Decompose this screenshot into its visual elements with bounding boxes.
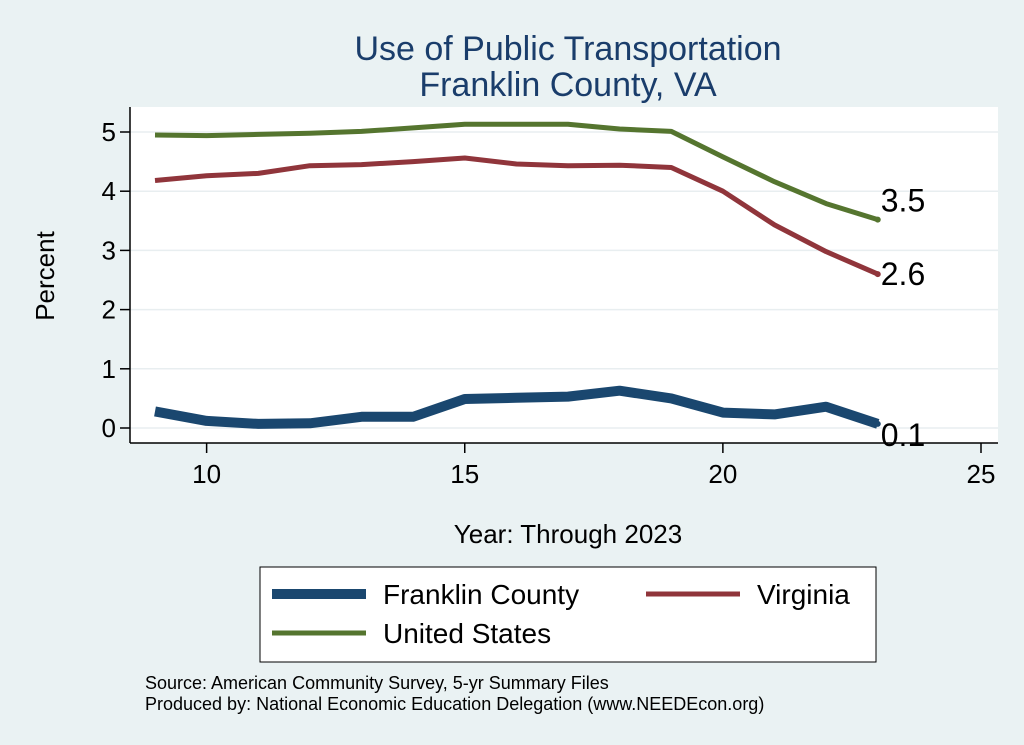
series-line-franklin-county [154, 385, 880, 429]
end-marker-virginia [874, 271, 881, 278]
plot-area [130, 107, 998, 443]
y-tick-label: 5 [102, 117, 116, 147]
y-tick-label: 4 [102, 176, 116, 206]
legend-label-franklin-county: Franklin County [383, 579, 579, 610]
x-tick-label: 20 [708, 459, 737, 489]
legend-label-virginia: Virginia [757, 579, 850, 610]
chart-title: Use of Public Transportation [354, 30, 781, 68]
producer-note: Produced by: National Economic Education… [145, 694, 764, 714]
y-tick-label: 0 [102, 413, 116, 443]
source-note: Source: American Community Survey, 5-yr … [145, 673, 609, 693]
axes: 0 1 2 3 4 5 10 15 20 25 [102, 107, 998, 489]
x-tick-label: 15 [450, 459, 479, 489]
series-lines [154, 121, 880, 429]
legend-box [259, 566, 877, 663]
y-axis-label: Percent [30, 230, 60, 320]
legend-label-united-states: United States [383, 618, 551, 649]
series-line-united-states [154, 121, 879, 222]
end-label-united-states: 3.5 [881, 183, 925, 219]
end-labels: 0.1 2.6 3.5 [874, 183, 925, 453]
end-label-franklin-county: 0.1 [881, 417, 925, 453]
end-label-virginia: 2.6 [881, 256, 925, 292]
y-tick-label: 1 [102, 354, 116, 384]
legend: Franklin County Virginia United States [259, 566, 877, 663]
chart-subtitle: Franklin County, VA [419, 66, 717, 104]
x-tick-label: 25 [967, 459, 996, 489]
x-tick-label: 10 [192, 459, 221, 489]
y-tick-label: 3 [102, 235, 116, 265]
x-axis-label: Year: Through 2023 [454, 519, 682, 549]
end-marker-united-states [874, 216, 881, 223]
end-marker-franklin-county [874, 420, 881, 427]
series-line-virginia [154, 155, 879, 277]
y-tick-label: 2 [102, 295, 116, 325]
